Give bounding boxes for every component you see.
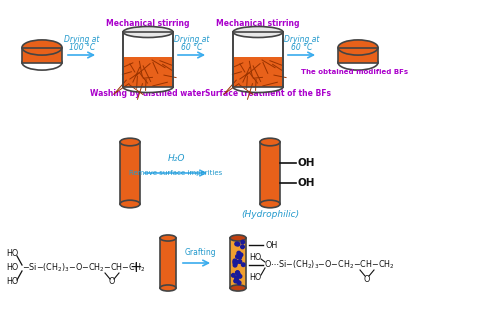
Text: Remove surface imperities: Remove surface imperities (130, 170, 222, 176)
Ellipse shape (22, 40, 62, 55)
Text: OH: OH (298, 158, 316, 168)
Text: 100 °C: 100 °C (69, 43, 95, 52)
Text: HO: HO (249, 273, 261, 282)
Text: Mechanical stirring: Mechanical stirring (106, 19, 190, 28)
Circle shape (238, 281, 241, 285)
Circle shape (235, 242, 238, 246)
Circle shape (241, 240, 244, 244)
Circle shape (236, 271, 239, 275)
Circle shape (236, 272, 240, 276)
Text: HO: HO (249, 253, 261, 262)
Circle shape (237, 251, 240, 255)
Text: H₂O: H₂O (167, 154, 185, 163)
Text: 60 °C: 60 °C (292, 43, 312, 52)
Text: +: + (130, 261, 142, 276)
Text: (Hydrophilic): (Hydrophilic) (241, 210, 299, 219)
Bar (233, 32, 283, 87)
Circle shape (234, 261, 237, 265)
Ellipse shape (260, 200, 280, 208)
Ellipse shape (260, 138, 280, 146)
Circle shape (233, 261, 236, 265)
Circle shape (232, 274, 235, 277)
Ellipse shape (160, 285, 176, 291)
Bar (124, 57, 172, 87)
Text: HO: HO (6, 277, 18, 287)
Text: Washing by distilled water: Washing by distilled water (90, 89, 206, 98)
Circle shape (234, 276, 238, 280)
Text: $-$Si$-$(CH$_2$)$_3$$-$O$-$CH$_2$$-$CH$-$CH$_2$: $-$Si$-$(CH$_2$)$_3$$-$O$-$CH$_2$$-$CH$-… (22, 262, 146, 274)
Bar (338, 47, 378, 62)
Circle shape (239, 253, 243, 256)
Circle shape (238, 275, 242, 278)
Bar (123, 32, 173, 87)
Text: OH: OH (265, 241, 277, 249)
Bar (123, 32, 173, 87)
Circle shape (233, 259, 236, 263)
Text: O$\cdots$Si$-$(CH$_2$)$_3$$-$O$-$CH$_2$$-$CH$-$CH$_2$: O$\cdots$Si$-$(CH$_2$)$_3$$-$O$-$CH$_2$$… (264, 259, 395, 271)
Ellipse shape (338, 40, 378, 55)
Circle shape (235, 279, 239, 283)
Text: OH: OH (298, 178, 316, 188)
Text: HO: HO (6, 264, 18, 273)
Text: Drying at: Drying at (284, 35, 320, 44)
Ellipse shape (230, 285, 246, 291)
Bar (260, 142, 280, 204)
Ellipse shape (233, 81, 283, 92)
Ellipse shape (120, 200, 140, 208)
Ellipse shape (230, 235, 246, 241)
Circle shape (236, 242, 240, 246)
Ellipse shape (160, 235, 176, 241)
Ellipse shape (338, 55, 378, 70)
Text: HO: HO (6, 249, 18, 258)
Circle shape (236, 271, 240, 275)
Circle shape (240, 245, 244, 249)
Circle shape (238, 260, 242, 263)
Bar (22, 47, 62, 62)
Circle shape (236, 255, 240, 258)
Ellipse shape (233, 26, 283, 37)
Circle shape (238, 255, 242, 259)
Bar (234, 57, 282, 87)
Text: Mechanical stirring: Mechanical stirring (216, 19, 300, 28)
Circle shape (233, 263, 237, 267)
Ellipse shape (120, 138, 140, 146)
Circle shape (234, 279, 237, 283)
Bar (22, 47, 62, 62)
Text: Drying at: Drying at (64, 35, 100, 44)
Text: O: O (109, 277, 115, 287)
Bar (230, 238, 246, 288)
Bar (120, 142, 140, 204)
Bar (233, 32, 283, 87)
Circle shape (242, 263, 245, 266)
Ellipse shape (123, 26, 173, 37)
Text: Drying at: Drying at (174, 35, 210, 44)
Ellipse shape (22, 55, 62, 70)
Bar (338, 47, 378, 62)
Text: Surface treatment of the BFs: Surface treatment of the BFs (205, 89, 331, 98)
Circle shape (235, 260, 238, 264)
Text: The obtained modified BFs: The obtained modified BFs (302, 69, 408, 75)
Text: 60 °C: 60 °C (182, 43, 203, 52)
Text: Grafting: Grafting (184, 248, 216, 257)
Ellipse shape (123, 81, 173, 92)
Bar (160, 238, 176, 288)
Text: O: O (364, 275, 370, 284)
